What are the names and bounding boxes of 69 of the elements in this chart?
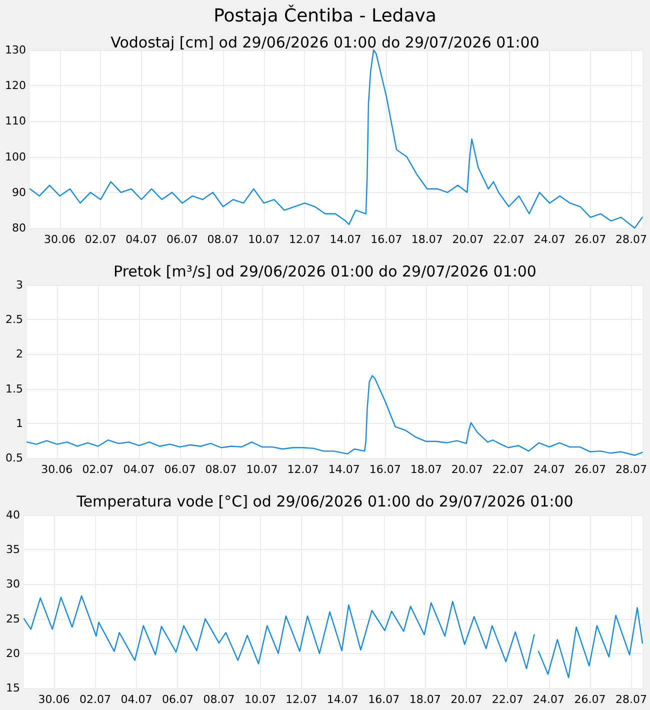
x-tick-label: 22.07: [492, 693, 524, 706]
y-tick-label: 1: [16, 416, 23, 430]
chart-subtitle: Vodostaj [cm] od 29/06/2026 01:00 do 29/07/2026 01:00: [110, 34, 540, 52]
y-tick-label: 25: [6, 612, 20, 626]
x-tick-label: 08.07: [207, 233, 239, 246]
x-tick-label: 28.07: [616, 463, 648, 476]
x-tick-label: 24.07: [533, 693, 565, 706]
x-tick-label: 12.07: [288, 233, 320, 246]
x-tick-label: 12.07: [287, 463, 319, 476]
x-tick-label: 14.07: [328, 463, 360, 476]
x-tick-label: 10.07: [248, 233, 280, 246]
y-tick-label: 130: [5, 44, 26, 56]
x-tick-label: 08.07: [203, 693, 235, 706]
y-tick-label: 2: [16, 348, 23, 361]
line-series: [26, 375, 643, 456]
x-tick-label: 02.07: [80, 693, 112, 706]
x-tick-label: 12.07: [286, 693, 318, 706]
x-tick-label: 28.07: [616, 693, 648, 706]
y-tick-label: 1.5: [6, 382, 23, 396]
x-tick-label: 06.07: [162, 693, 194, 706]
x-tick-label: 14.07: [326, 693, 358, 706]
x-tick-label: 02.07: [82, 463, 114, 476]
y-tick-label: 100: [5, 150, 26, 164]
x-tick-label: 10.07: [246, 463, 278, 476]
x-tick-label: 26.07: [574, 693, 606, 706]
x-tick-label: 04.07: [123, 463, 155, 476]
y-tick-label: 35: [6, 543, 20, 556]
y-tick-label: 15: [6, 682, 20, 694]
chart-title: Temperatura vode [°C] od 29/06/2026 01:00 do 29/07/2026 01:00: [76, 492, 574, 510]
x-tick-label: 30.06: [38, 693, 70, 706]
x-tick-label: 20.07: [450, 693, 482, 706]
x-tick-label: 18.07: [409, 693, 441, 706]
x-tick-label: 24.07: [534, 233, 566, 246]
y-tick-label: 120: [5, 79, 26, 92]
y-tick-label: 3: [16, 278, 23, 292]
y-tick-label: 40: [6, 508, 20, 522]
x-tick-label: 30.06: [44, 233, 76, 246]
line-series: [29, 49, 643, 229]
x-tick-label: 04.07: [126, 233, 158, 246]
y-tick-label: 0.5: [6, 452, 23, 464]
x-tick-label: 16.07: [368, 693, 400, 706]
y-tick-label: 90: [12, 186, 26, 199]
x-tick-label: 16.07: [369, 463, 401, 476]
x-tick-label: 26.07: [574, 233, 606, 246]
y-tick-label: 80: [12, 222, 26, 234]
x-tick-label: 18.07: [410, 463, 442, 476]
x-tick-label: 16.07: [370, 233, 402, 246]
y-tick-label: 2.5: [6, 313, 23, 326]
chart-title: Postaja Čentiba - Ledava: [214, 4, 436, 26]
x-tick-label: 28.07: [616, 233, 648, 246]
x-tick-label: 20.07: [451, 463, 483, 476]
x-tick-label: 02.07: [84, 233, 116, 246]
x-tick-label: 06.07: [164, 463, 196, 476]
x-tick-label: 26.07: [574, 463, 606, 476]
chart-title: Pretok [m³/s] od 29/06/2026 01:00 do 29/07/2026 01:00: [114, 262, 536, 280]
x-tick-label: 18.07: [411, 233, 443, 246]
x-tick-label: 14.07: [330, 233, 362, 246]
x-tick-label: 24.07: [533, 463, 565, 476]
y-tick-label: 20: [6, 646, 20, 660]
x-tick-label: 10.07: [244, 693, 276, 706]
x-tick-label: 06.07: [166, 233, 198, 246]
x-tick-label: 30.06: [41, 463, 73, 476]
x-tick-label: 08.07: [205, 463, 237, 476]
x-tick-label: 22.07: [492, 463, 524, 476]
x-tick-label: 22.07: [493, 233, 525, 246]
x-tick-label: 04.07: [120, 693, 152, 706]
y-tick-label: 30: [6, 578, 20, 591]
x-tick-label: 20.07: [452, 233, 484, 246]
y-tick-label: 110: [5, 114, 26, 128]
